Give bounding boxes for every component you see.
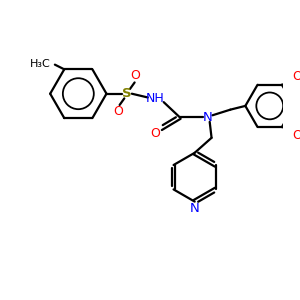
Text: O: O (114, 105, 124, 118)
Text: S: S (122, 87, 132, 100)
Text: NH: NH (146, 92, 165, 105)
Text: O: O (292, 70, 300, 83)
Text: O: O (130, 69, 140, 82)
Text: N: N (203, 111, 213, 124)
Text: N: N (190, 202, 200, 215)
Text: O: O (292, 129, 300, 142)
Text: O: O (150, 127, 160, 140)
Text: H₃C: H₃C (30, 59, 51, 69)
